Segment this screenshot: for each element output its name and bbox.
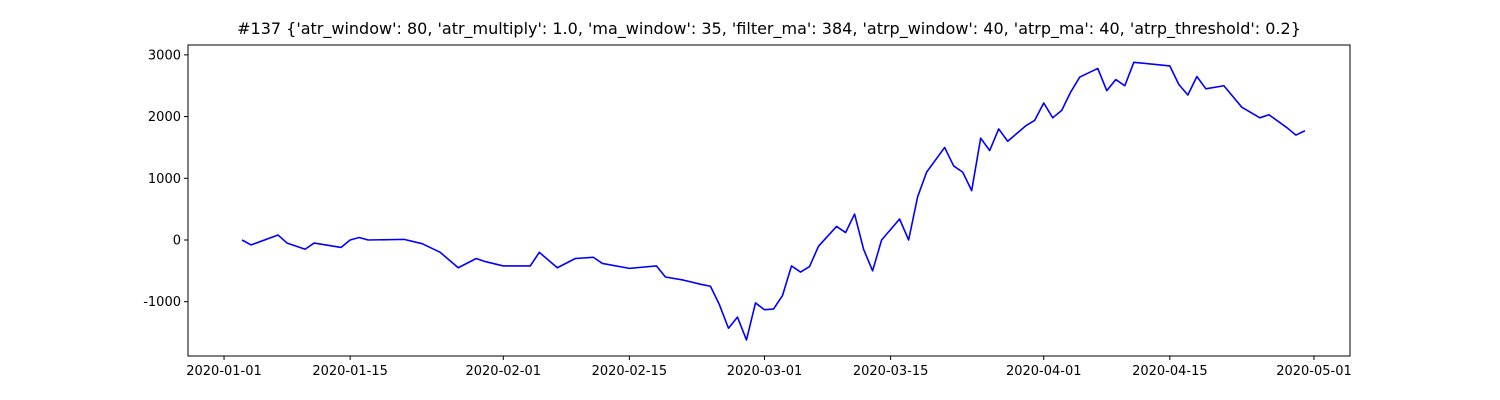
x-tick-label: 2020-04-15: [1132, 364, 1208, 379]
x-tick-label: 2020-03-01: [727, 364, 803, 379]
x-tick-label: 2020-01-15: [312, 364, 388, 379]
y-tick-label: 0: [173, 233, 181, 248]
x-tick-label: 2020-03-15: [853, 364, 929, 379]
plot-frame: [187, 44, 1351, 357]
x-tick-label: 2020-02-15: [592, 364, 668, 379]
y-tick-label: 3000: [148, 48, 181, 63]
y-tick-label: -1000: [143, 295, 181, 310]
x-tick-label: 2020-02-01: [465, 364, 541, 379]
y-tick-label: 1000: [148, 172, 181, 187]
x-tick-label: 2020-05-01: [1276, 364, 1352, 379]
series-line: [241, 61, 1306, 341]
x-tick-label: 2020-04-01: [1006, 364, 1082, 379]
x-tick-label: 2020-01-01: [186, 364, 262, 379]
y-tick-label: 2000: [148, 110, 181, 125]
chart-title: #137 {'atr_window': 80, 'atr_multiply': …: [237, 19, 1301, 39]
